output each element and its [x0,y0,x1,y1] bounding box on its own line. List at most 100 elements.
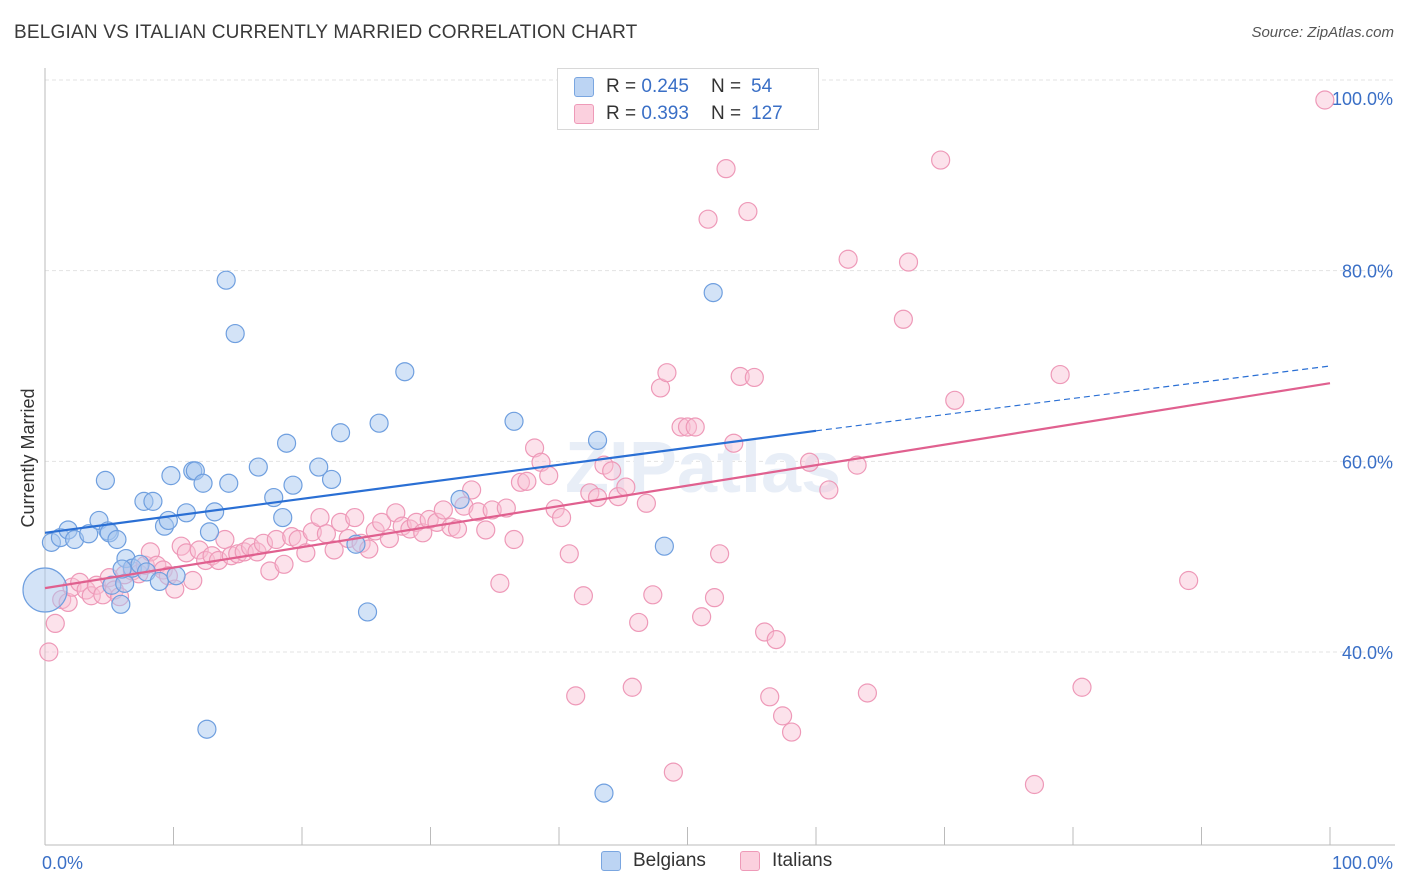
italians-trend-line [44,382,1331,590]
belgian-point [216,270,236,290]
belgian-point [107,529,127,550]
italian-point [476,520,496,540]
source-label: Source: ZipAtlas.com [1251,24,1394,41]
stats-legend-box: R = 0.245 N = 54 R = 0.393 N = 127 [557,68,819,130]
belgian-point [143,491,163,511]
italian-point [781,722,802,742]
italian-point [847,455,867,475]
belgian-point [79,524,99,544]
italian-point [636,493,656,513]
italian-point [685,417,705,437]
italian-point [692,607,712,627]
italian-point [551,507,572,528]
italian-point [345,507,365,528]
italian-point [819,480,839,500]
belgians-trend-line [44,429,817,534]
italian-point [559,544,579,564]
belgian-point [369,413,389,433]
legend-label-belgians: Belgians [633,850,706,871]
italian-point [760,687,780,707]
stats-row-italians: R = 0.393 N = 127 [574,100,783,128]
italian-point [671,417,691,437]
belgian-point [654,536,674,556]
italian-point [39,642,59,662]
italian-point [629,612,649,633]
italian-point [594,455,614,475]
belgians-legend-swatch [601,851,621,871]
belgian-point [330,423,351,443]
italian-point [274,554,294,574]
italian-point [766,630,786,650]
italian-point [183,570,203,591]
belgian-point [248,457,268,477]
italian-point [566,686,586,706]
belgian-point [450,489,470,510]
italians-n-value: 127 [751,103,783,124]
italian-point [799,452,820,472]
italian-point [1315,90,1335,110]
belgians-points [22,270,723,803]
italian-point [663,762,683,782]
italian-point [1072,677,1092,697]
y-axis-label: Currently Married [18,388,38,527]
belgian-point [112,559,132,579]
legend-item-italians[interactable]: Italians [740,850,832,872]
italian-point [1179,570,1199,591]
belgian-point [594,783,614,803]
italian-point [677,417,698,437]
italian-point [893,309,913,329]
belgian-point [158,510,178,531]
n-label: N = [710,76,742,97]
italian-point [433,500,453,520]
italian-point [504,529,524,550]
italian-point [704,588,725,608]
belgian-point [587,430,608,450]
italian-point [857,683,878,703]
italian-point [490,573,510,593]
italian-point [372,512,392,532]
italian-point [643,585,663,605]
r-label: R = [606,103,637,124]
italian-point [730,366,750,387]
x-tick-label-min: 0.0% [42,853,83,873]
italian-point [587,487,608,508]
axes [44,68,1395,846]
x-tick-label-max: 100.0% [1332,853,1393,873]
belgian-point [161,466,181,486]
legend-item-belgians[interactable]: Belgians [601,850,706,872]
belgian-point [111,594,131,614]
italians-r-value: 0.393 [641,103,689,124]
italian-point [539,466,559,486]
belgian-point [395,362,415,382]
belgian-point [309,457,329,477]
italian-point [310,507,330,528]
y-tick-label: 60.0% [1342,452,1393,472]
italian-point [838,249,858,269]
legend-label-italians: Italians [772,850,833,871]
belgian-point [321,469,342,490]
belgian-point [166,566,186,586]
chart-title: BELGIAN VS ITALIAN CURRENTLY MARRIED COR… [14,22,638,43]
italian-point [602,461,622,481]
belgian-point [357,602,378,622]
bottom-legend: Belgians Italians [0,850,1406,880]
n-label: N = [710,103,742,124]
italian-point [510,472,531,492]
italian-point [517,471,537,491]
belgian-point [193,473,213,493]
italian-point [330,512,351,532]
italians-legend-swatch [740,851,760,871]
belgians-trend-extension [815,365,1331,432]
italian-point [716,159,736,179]
r-label: R = [606,76,637,97]
italian-point [710,544,730,564]
belgians-n-value: 54 [751,76,773,97]
italian-point [698,209,718,229]
belgian-point [95,470,115,490]
belgian-point [22,567,68,613]
belgian-point [283,475,303,495]
italian-point [738,201,758,222]
belgian-point [225,323,245,344]
italian-point [215,529,235,550]
belgian-point [276,433,297,453]
